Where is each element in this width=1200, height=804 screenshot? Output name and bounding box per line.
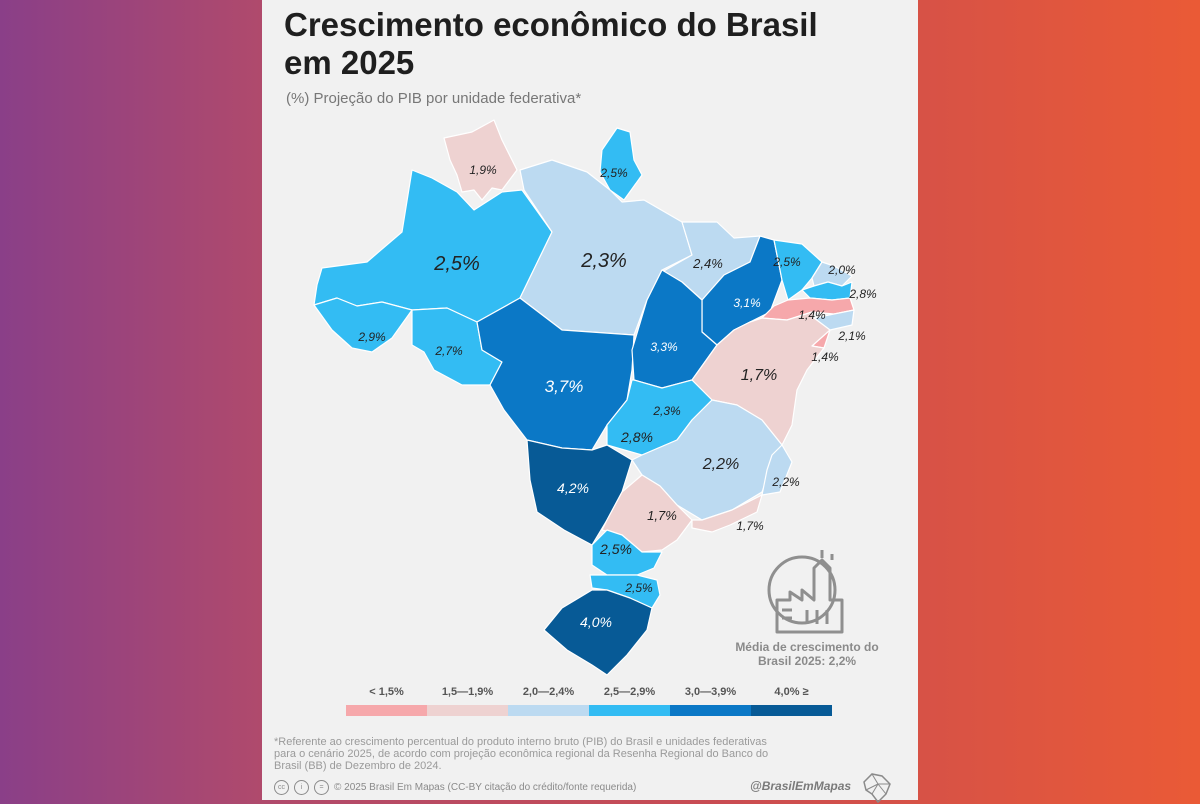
legend-swatch: [589, 705, 670, 716]
state-ap: [599, 127, 643, 201]
state-sc: [589, 574, 661, 609]
attribution-icon: i: [294, 779, 309, 795]
label-pa: 2,3%: [580, 250, 627, 272]
legend-label: 2,0—2,4%: [522, 686, 575, 698]
label-pb: 2,8%: [848, 287, 877, 301]
label-rj: 1,7%: [736, 519, 764, 533]
state-pr: [591, 529, 663, 576]
label-ac: 2,9%: [357, 330, 386, 344]
state-sp: [601, 474, 693, 553]
average-growth: Média de crescimento do Brasil 2025: 2,2…: [735, 640, 879, 668]
label-es: 2,2%: [771, 475, 800, 489]
equal-icon: =: [314, 779, 329, 795]
label-sp: 1,7%: [647, 508, 677, 523]
state-rj: [691, 494, 763, 533]
state-mg: [631, 399, 783, 521]
legend-item-lt15: < 1,5%: [346, 686, 427, 716]
infographic-card: Crescimento econômico do Brasil em 2025 …: [262, 0, 918, 804]
label-ms: 4,2%: [557, 480, 589, 496]
label-to: 3,3%: [650, 340, 678, 354]
brasil-em-mapas-logo-icon: [863, 773, 892, 804]
state-rs: [543, 589, 653, 676]
label-pr: 2,5%: [599, 541, 632, 557]
label-sc: 2,5%: [624, 581, 653, 595]
state-pb: [801, 281, 853, 301]
page-title: Crescimento econômico do Brasil em 2025: [284, 6, 818, 81]
legend-item-ge40: 4,0% ≥: [751, 686, 832, 716]
legend-item-15-19: 1,5—1,9%: [427, 686, 508, 716]
brazil-map: 1,9% 2,5% 2,5% 2,3% 2,4% 2,5% 2,0% 2,8% …: [313, 119, 877, 676]
label-ma: 2,4%: [692, 256, 723, 271]
label-pi: 3,1%: [733, 296, 761, 310]
legend-label: 1,5—1,9%: [441, 686, 494, 698]
legend-item-25-29: 2,5—2,9%: [589, 686, 670, 716]
legend: < 1,5% 1,5—1,9% 2,0—2,4% 2,5—2,9% 3,0—3,…: [346, 686, 834, 718]
label-al: 2,1%: [837, 329, 866, 343]
legend-item-30-39: 3,0—3,9%: [670, 686, 751, 716]
label-rs: 4,0%: [580, 614, 612, 630]
label-ba: 1,7%: [741, 367, 777, 384]
label-ce: 2,5%: [772, 255, 801, 269]
label-mt: 3,7%: [545, 377, 584, 396]
brand-handle[interactable]: @BrasilEmMapas: [750, 770, 910, 804]
brand-handle-text: @BrasilEmMapas: [750, 779, 852, 794]
label-mg: 2,2%: [702, 456, 739, 473]
label-rr: 1,9%: [469, 163, 497, 177]
legend-label: 4,0% ≥: [774, 686, 809, 698]
legend-swatch: [751, 705, 832, 716]
state-ac: [313, 297, 413, 353]
label-rn: 2,0%: [827, 263, 856, 277]
label-se: 1,4%: [811, 350, 839, 364]
legend-item-20-24: 2,0—2,4%: [508, 686, 589, 716]
label-ap: 2,5%: [599, 166, 628, 180]
legend-label: 2,5—2,9%: [603, 686, 656, 698]
label-pe: 1,4%: [798, 308, 826, 322]
state-rr: [443, 119, 518, 201]
subtitle: (%) Projeção do PIB por unidade federati…: [286, 90, 582, 107]
label-go: 2,8%: [620, 429, 653, 445]
legend-swatch: [670, 705, 751, 716]
legend-label: 3,0—3,9%: [684, 686, 737, 698]
state-ce: [773, 239, 823, 301]
state-es: [761, 444, 793, 496]
copyright-text: © 2025 Brasil Em Mapas (CC-BY citação do…: [334, 781, 637, 793]
legend-swatch: [508, 705, 589, 716]
legend-label: < 1,5%: [369, 686, 404, 698]
cc-icon: cc: [274, 779, 289, 795]
copyright-line: cc i = © 2025 Brasil Em Mapas (CC-BY cit…: [274, 779, 754, 795]
state-pa: [519, 159, 693, 336]
label-am: 2,5%: [433, 253, 480, 275]
legend-swatch: [427, 705, 508, 716]
footnote: *Referente ao crescimento percentual do …: [274, 736, 769, 772]
label-df: 2,3%: [652, 404, 681, 418]
state-am: [313, 169, 553, 323]
label-ro: 2,7%: [434, 344, 463, 358]
factory-icon: [767, 550, 844, 634]
legend-swatch: [346, 705, 427, 716]
